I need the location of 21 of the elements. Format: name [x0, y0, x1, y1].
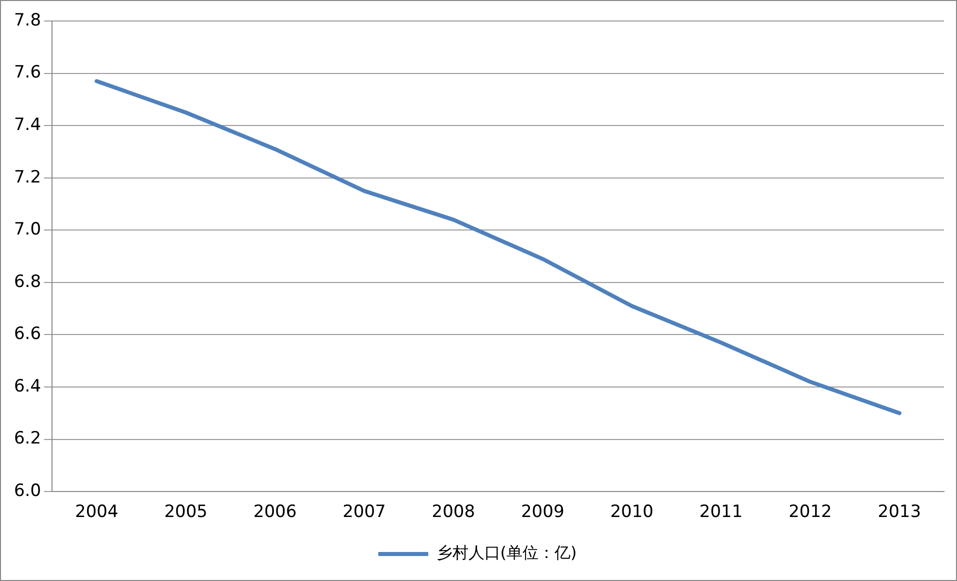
- y-tick-label: 6.2: [14, 428, 42, 449]
- y-tick-label: 7.4: [14, 115, 42, 135]
- legend-label: 乡村人口(单位：亿): [436, 543, 577, 562]
- x-tick-label: 2011: [699, 502, 743, 522]
- x-tick-label: 2009: [520, 502, 564, 522]
- x-tick-label: 2006: [253, 502, 297, 522]
- x-tick-label: 2005: [164, 502, 208, 522]
- x-tick-label: 2013: [878, 502, 922, 522]
- x-tick-label: 2008: [432, 502, 476, 522]
- y-tick-label: 6.6: [14, 324, 42, 344]
- y-tick-label: 7.2: [14, 167, 42, 188]
- x-tick-label: 2010: [610, 502, 654, 522]
- x-tick-label: 2012: [788, 502, 832, 522]
- y-tick-label: 6.4: [14, 376, 42, 396]
- x-tick-label: 2007: [342, 502, 386, 522]
- y-tick-label: 6.8: [14, 272, 42, 292]
- x-tick-label: 2004: [75, 502, 118, 522]
- y-tick-label: 7.0: [14, 220, 42, 240]
- y-tick-label: 7.8: [14, 10, 42, 30]
- y-tick-label: 6.0: [14, 481, 42, 502]
- y-tick-label: 7.6: [14, 62, 42, 83]
